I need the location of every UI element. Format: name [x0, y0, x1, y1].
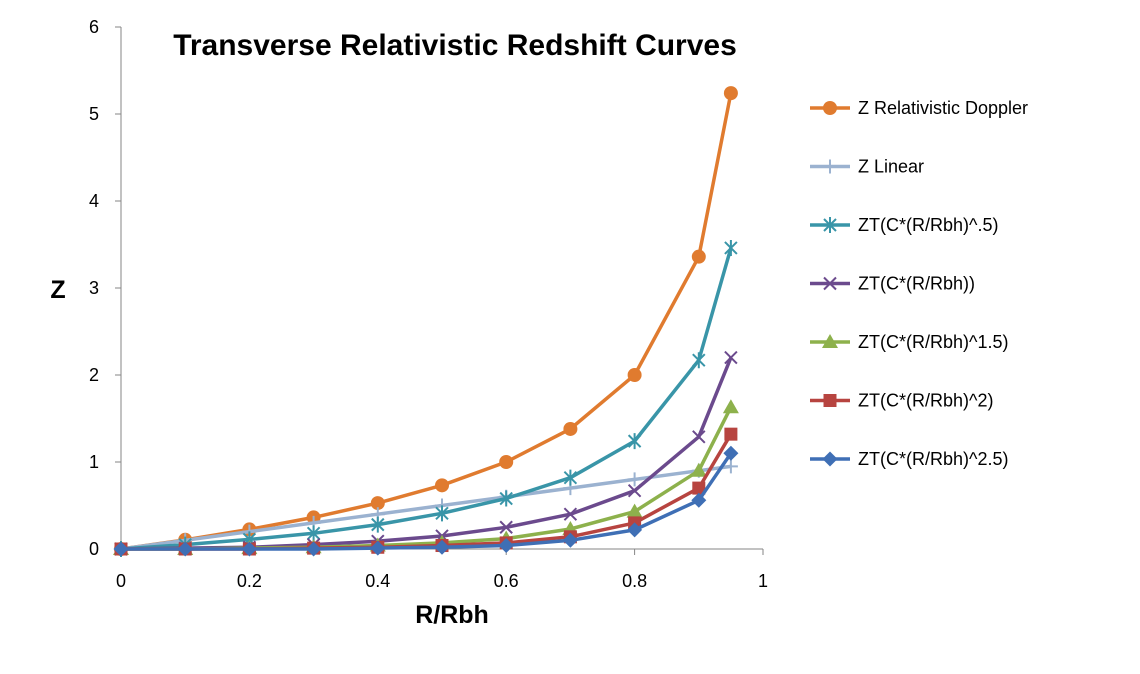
legend-marker: [823, 159, 837, 174]
x-tick-label: 1: [758, 571, 768, 591]
data-point: [113, 541, 129, 557]
data-point: [499, 520, 513, 534]
data-point: [690, 462, 707, 477]
legend-marker: [823, 276, 837, 291]
series-line: [120, 247, 733, 551]
data-point: [627, 472, 642, 487]
data-point: [563, 421, 578, 436]
data-point: [434, 539, 450, 555]
chart-title: Transverse Relativistic Redshift Curves: [173, 29, 737, 62]
x-tick-label: 0.2: [237, 571, 262, 591]
y-axis-title: Z: [50, 276, 65, 304]
axes: 0 1 2 3 4 5 6 0 0.2 0.4 0.6 0.8 1: [89, 17, 768, 591]
data-point: [306, 541, 322, 557]
data-point: [723, 459, 738, 474]
data-point: [724, 350, 738, 365]
data-point: [692, 352, 706, 369]
data-point: [563, 507, 578, 521]
y-tick-label: 2: [89, 365, 99, 385]
legend-marker: [822, 334, 838, 348]
series-3: [114, 239, 738, 557]
legend-label: ZT(C*(R/Rbh)^2): [858, 391, 993, 411]
y-tick-label: 6: [89, 17, 99, 37]
data-point: [370, 540, 386, 556]
data-point: [691, 249, 706, 264]
legend-item: ZT(C*(R/Rbh)^.5): [810, 215, 998, 235]
legend-label: ZT(C*(R/Rbh)): [858, 274, 975, 294]
legend-item: ZT(C*(R/Rbh)^1.5): [810, 332, 1008, 352]
data-point: [626, 503, 643, 518]
legend-marker: [823, 101, 837, 115]
data-point: [723, 86, 738, 101]
y-tick-label: 0: [89, 539, 99, 559]
legend-label: ZT(C*(R/Rbh)^.5): [858, 215, 998, 235]
legend-item: ZT(C*(R/Rbh)^2.5): [810, 449, 1008, 469]
series-1: [114, 86, 738, 556]
y-tick-label: 3: [89, 278, 99, 298]
data-point: [722, 399, 739, 414]
data-point: [627, 484, 642, 498]
data-point: [691, 492, 707, 508]
series-7: [113, 445, 739, 557]
data-point: [498, 538, 514, 554]
data-point: [723, 445, 739, 461]
data-point: [499, 490, 513, 507]
x-tick-label: 0.6: [494, 571, 519, 591]
legend-item: ZT(C*(R/Rbh)): [810, 274, 975, 294]
data-point: [306, 525, 321, 542]
legend-marker: [822, 451, 838, 467]
series-line: [120, 92, 733, 551]
legend-item: ZT(C*(R/Rbh)^2): [810, 391, 993, 411]
data-point: [241, 541, 257, 557]
data-point: [371, 516, 385, 533]
series-layer: [113, 86, 739, 557]
legend-label: Z Relativistic Doppler: [858, 98, 1028, 118]
data-point: [435, 478, 449, 493]
legend-marker: [823, 217, 837, 233]
data-point: [692, 430, 706, 444]
x-tick-label: 0: [116, 571, 126, 591]
legend-item: Z Relativistic Doppler: [810, 98, 1028, 118]
x-tick-label: 0.4: [365, 571, 390, 591]
y-tick-label: 1: [89, 452, 99, 472]
data-point: [562, 532, 578, 548]
y-tick-label: 5: [89, 104, 99, 124]
y-tick-label: 4: [89, 191, 99, 211]
data-point: [370, 496, 385, 511]
data-point: [724, 239, 738, 256]
data-point: [627, 368, 642, 382]
legend-item: Z Linear: [810, 157, 924, 177]
legend-marker: [823, 394, 837, 407]
data-point: [692, 481, 706, 495]
legend-label: Z Linear: [858, 157, 924, 177]
x-axis-title: R/Rbh: [415, 601, 489, 629]
data-point: [563, 469, 578, 486]
legend-label: ZT(C*(R/Rbh)^1.5): [858, 332, 1008, 352]
data-point: [499, 455, 514, 469]
data-point: [627, 522, 643, 538]
data-point: [724, 427, 738, 441]
data-point: [435, 505, 449, 522]
data-point: [627, 433, 642, 450]
x-tick-label: 0.8: [622, 571, 647, 591]
data-point: [177, 541, 193, 557]
legend: Z Relativistic Doppler Z Linear ZT(C*(R/Rb…: [810, 98, 1028, 469]
legend-label: ZT(C*(R/Rbh)^2.5): [858, 449, 1008, 469]
